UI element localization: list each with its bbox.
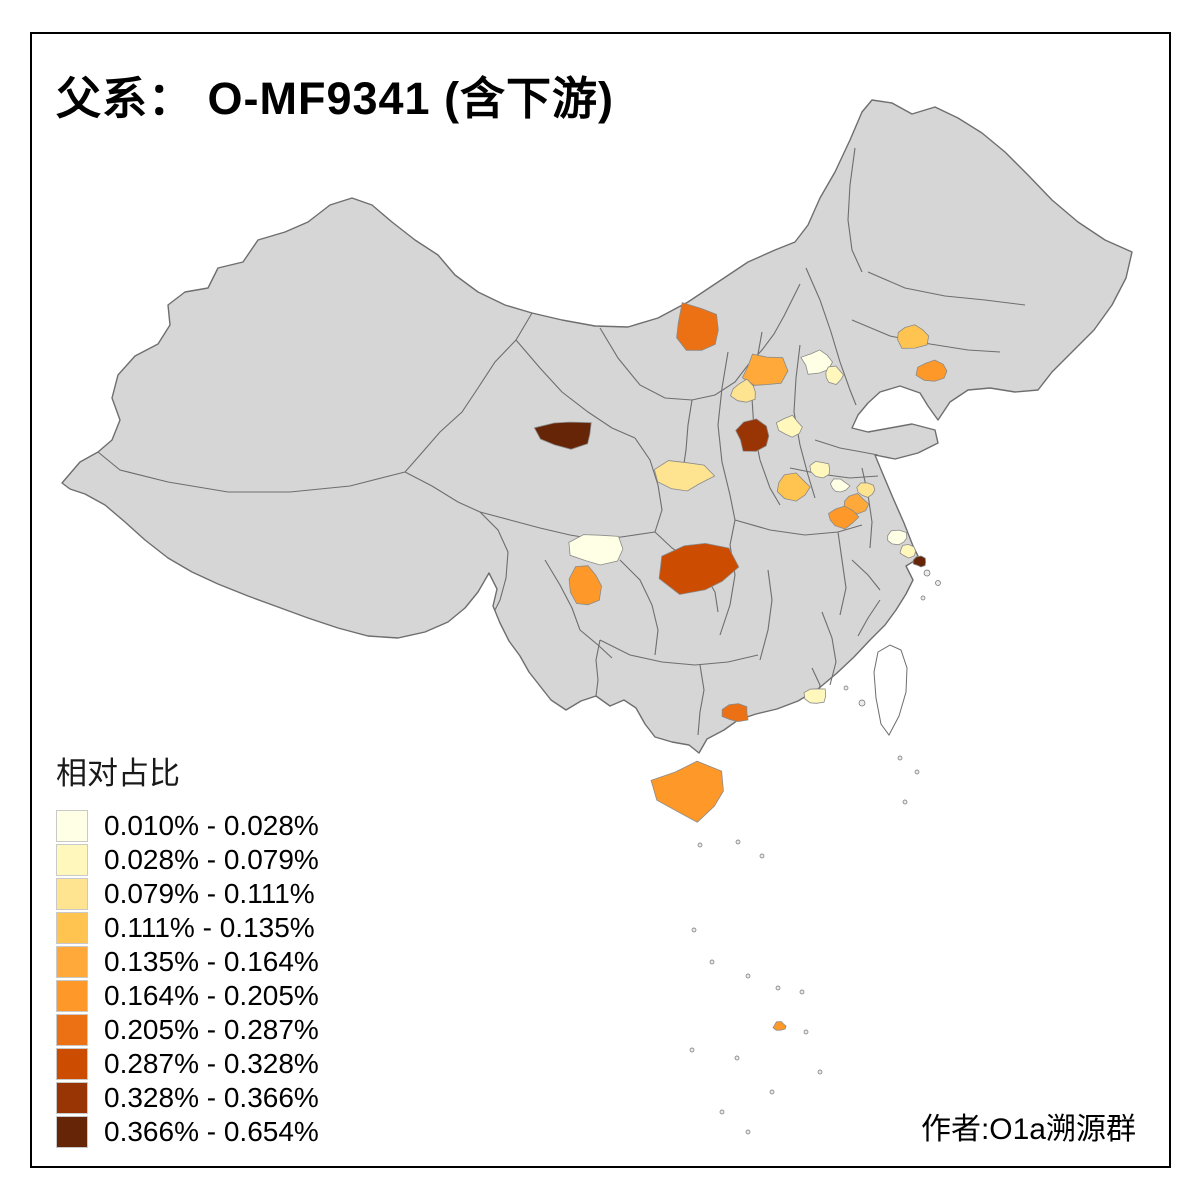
- legend-row: 0.164% - 0.205%: [56, 979, 319, 1013]
- map-region: [772, 1021, 787, 1031]
- legend-label: 0.205% - 0.287%: [104, 1014, 319, 1045]
- legend-label: 0.328% - 0.366%: [104, 1082, 319, 1113]
- legend-label: 0.135% - 0.164%: [104, 946, 319, 977]
- legend-swatch: [56, 844, 88, 876]
- map-region: [568, 534, 624, 566]
- legend-row: 0.366% - 0.654%: [56, 1115, 319, 1149]
- legend-swatch: [56, 810, 88, 842]
- map-region: [887, 529, 908, 546]
- map-region: [915, 359, 948, 382]
- map-region: [533, 421, 592, 450]
- minor-island: [697, 842, 703, 848]
- minor-island: [935, 580, 941, 586]
- map-region: [721, 703, 749, 723]
- map-region: [828, 505, 860, 530]
- legend-row: 0.287% - 0.328%: [56, 1047, 319, 1081]
- legend-label: 0.164% - 0.205%: [104, 980, 319, 1011]
- minor-island: [902, 799, 908, 805]
- legend-row: 0.010% - 0.028%: [56, 809, 319, 843]
- legend-label: 0.010% - 0.028%: [104, 810, 319, 841]
- legend-swatch: [56, 878, 88, 910]
- minor-island: [923, 569, 931, 577]
- legend-swatch: [56, 1014, 88, 1046]
- minor-island: [817, 1069, 823, 1075]
- minor-island: [719, 1109, 725, 1115]
- legend-label: 0.287% - 0.328%: [104, 1048, 319, 1079]
- minor-island: [775, 985, 781, 991]
- legend-label: 0.111% - 0.135%: [104, 912, 315, 943]
- minor-island: [914, 769, 920, 775]
- legend-label: 0.366% - 0.654%: [104, 1116, 319, 1147]
- legend-row: 0.079% - 0.111%: [56, 877, 319, 911]
- minor-island: [803, 1029, 809, 1035]
- minor-island: [759, 853, 765, 859]
- legend-swatch: [56, 946, 88, 978]
- legend-row: 0.328% - 0.366%: [56, 1081, 319, 1115]
- minor-island: [769, 1089, 775, 1095]
- map-region: [653, 460, 716, 492]
- legend-swatch: [56, 980, 88, 1012]
- legend-label: 0.028% - 0.079%: [104, 844, 319, 875]
- minor-island: [689, 1047, 695, 1053]
- map-region: [800, 349, 833, 375]
- legend-row: 0.205% - 0.287%: [56, 1013, 319, 1047]
- map-region: [776, 472, 811, 502]
- map-region: [658, 542, 740, 595]
- map-region: [912, 555, 927, 568]
- legend-rows: 0.010% - 0.028% 0.028% - 0.079% 0.079% - 0…: [56, 809, 319, 1149]
- map-region: [803, 688, 827, 704]
- legend-title: 相对占比: [56, 756, 180, 791]
- minor-island: [745, 1129, 751, 1135]
- minor-island: [709, 959, 715, 965]
- legend: 相对占比 0.010% - 0.028% 0.028% - 0.079% 0.079…: [56, 748, 319, 1149]
- islands: [689, 569, 941, 1135]
- minor-island: [858, 699, 866, 707]
- legend-row: 0.135% - 0.164%: [56, 945, 319, 979]
- map-region: [650, 760, 724, 823]
- map-region: [741, 353, 789, 386]
- legend-swatch: [56, 1048, 88, 1080]
- map-region: [856, 482, 876, 498]
- map-region: [825, 365, 844, 385]
- map-region: [809, 460, 831, 479]
- legend-label: 0.079% - 0.111%: [104, 878, 315, 909]
- map-region: [676, 302, 719, 351]
- legend-swatch: [56, 1116, 88, 1148]
- colored-regions-layer: [533, 302, 948, 1031]
- legend-row: 0.028% - 0.079%: [56, 843, 319, 877]
- map-region: [897, 324, 930, 349]
- map-region: [899, 544, 917, 559]
- taiwan-island: [873, 644, 908, 736]
- minor-island: [691, 927, 697, 933]
- map-region: [730, 378, 756, 403]
- mainland: [61, 99, 1133, 754]
- page-title: 父系： O-MF9341 (含下游): [56, 73, 615, 124]
- map-region: [829, 478, 851, 493]
- china-outline: [61, 99, 1133, 754]
- minor-island: [734, 1055, 740, 1061]
- map-region: [775, 414, 803, 438]
- map-region: [735, 418, 770, 452]
- attribution-text: 作者:O1a溯源群: [920, 1113, 1136, 1146]
- legend-swatch: [56, 912, 88, 944]
- minor-island: [897, 755, 903, 761]
- legend-swatch: [56, 1082, 88, 1114]
- minor-island: [745, 973, 751, 979]
- minor-island: [735, 839, 741, 845]
- minor-island: [799, 989, 805, 995]
- minor-island: [843, 685, 849, 691]
- legend-row: 0.111% - 0.135%: [56, 911, 319, 945]
- map-region: [568, 565, 602, 606]
- minor-island: [920, 595, 926, 601]
